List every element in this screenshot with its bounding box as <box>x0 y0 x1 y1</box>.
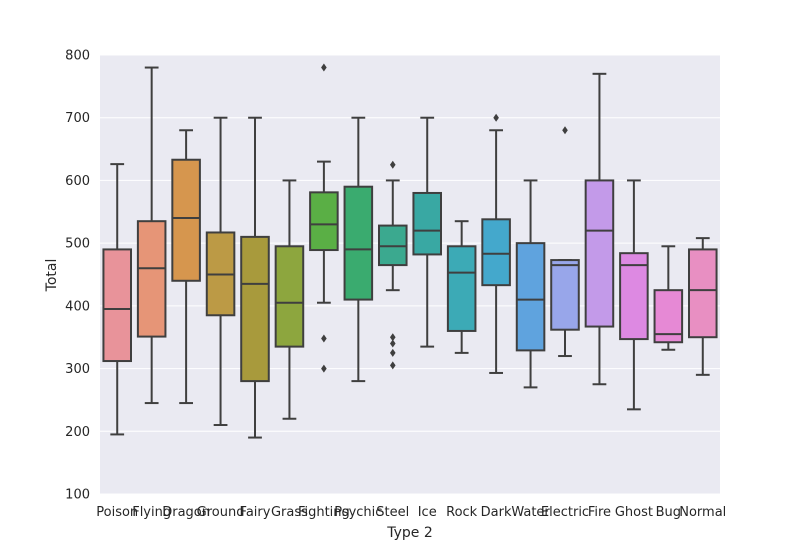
iqr-box <box>240 235 270 383</box>
y-axis-label: Total <box>44 259 60 293</box>
outlier-point <box>493 113 499 122</box>
plot-background <box>100 55 720 494</box>
box-dragon <box>171 129 201 405</box>
iqr-box <box>274 245 305 348</box>
box-fairy <box>240 116 270 439</box>
x-tick-label: Dark <box>481 505 512 520</box>
x-tick-label: Ice <box>418 505 437 520</box>
boxes <box>102 63 718 439</box>
iqr-box <box>550 259 580 331</box>
x-tick-label: Water <box>511 505 550 520</box>
box-grass <box>274 179 305 420</box>
x-tick-label: Ground <box>197 505 245 520</box>
x-tick-label: Ghost <box>615 505 653 520</box>
iqr-box <box>584 179 615 328</box>
outlier-point <box>389 361 396 370</box>
x-tick-label: Dragon <box>162 505 210 520</box>
outlier-point <box>389 339 396 348</box>
y-tick-label: 400 <box>65 299 90 314</box>
iqr-box <box>446 245 477 332</box>
box-dark <box>481 113 511 374</box>
y-tick-label: 500 <box>65 237 90 252</box>
box-steel <box>378 160 408 370</box>
x-tick-label: Electric <box>541 505 589 520</box>
box-ghost <box>619 179 649 411</box>
box-electric <box>550 126 580 358</box>
box-ground <box>205 116 236 427</box>
iqr-box <box>171 158 201 282</box>
y-tick-labels: 100 200 300 400 500 600 700 800 <box>65 49 90 503</box>
box-fire <box>584 72 615 386</box>
x-tick-label: Psychic <box>334 505 382 520</box>
iqr-box <box>412 191 443 256</box>
y-tick-label: 100 <box>65 488 90 503</box>
outlier-point <box>321 364 327 373</box>
box-flying <box>136 66 167 405</box>
box-water <box>515 179 546 389</box>
iqr-box <box>481 218 511 287</box>
iqr-box <box>515 242 546 352</box>
outlier-point <box>389 348 396 357</box>
iqr-box <box>309 191 339 252</box>
box-fighting <box>309 63 339 373</box>
y-tick-label: 800 <box>65 49 90 64</box>
iqr-box <box>102 248 132 363</box>
y-tick-label: 600 <box>65 174 90 189</box>
outlier-point <box>321 334 327 343</box>
box-rock <box>446 220 477 354</box>
outlier-point <box>389 333 396 342</box>
x-tick-label: Flying <box>132 505 171 520</box>
iqr-box <box>619 252 649 341</box>
box-poison <box>102 163 132 436</box>
x-tick-label: Fairy <box>240 505 271 520</box>
iqr-box <box>136 220 167 338</box>
iqr-box <box>343 185 374 301</box>
y-tick-label: 700 <box>65 111 90 126</box>
gridlines <box>100 54 720 495</box>
box-normal <box>688 237 718 376</box>
outlier-point <box>321 63 327 72</box>
x-tick-label: Rock <box>446 505 478 520</box>
box-psychic <box>343 116 374 383</box>
box-ice <box>412 116 443 348</box>
outlier-point <box>389 160 396 169</box>
x-tick-label: Fire <box>588 505 611 520</box>
x-axis-label: Type 2 <box>386 525 433 541</box>
y-tick-label: 200 <box>65 425 90 440</box>
x-tick-label: Steel <box>376 505 409 520</box>
iqr-box <box>688 248 718 339</box>
outlier-point <box>562 126 568 135</box>
box-bug <box>653 245 684 351</box>
x-tick-label: Normal <box>679 505 726 520</box>
x-tick-label: Grass <box>271 505 308 520</box>
x-tick-label: Bug <box>656 505 681 520</box>
x-tick-label: Fighting <box>298 505 350 520</box>
y-tick-label: 300 <box>65 362 90 377</box>
x-tick-label: Poison <box>96 505 138 520</box>
